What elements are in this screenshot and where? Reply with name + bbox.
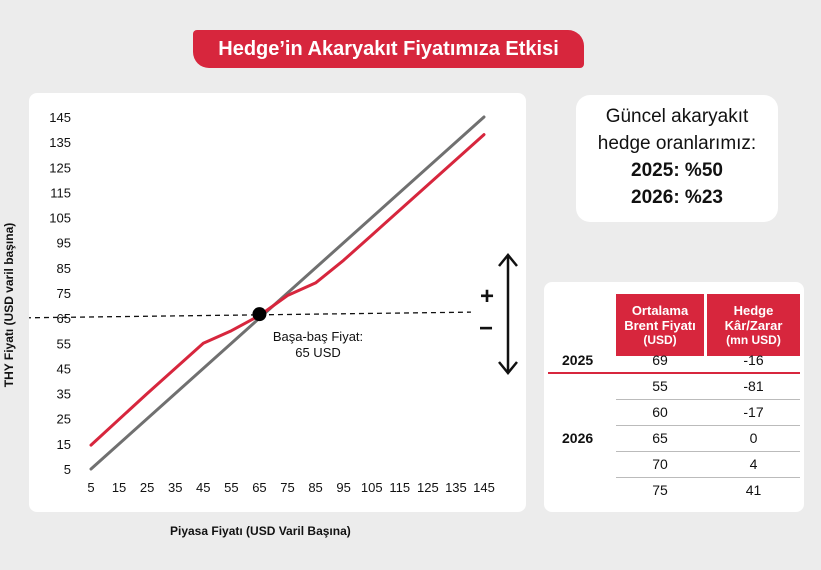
hedge-line-1: Güncel akaryakıt xyxy=(605,106,749,127)
table-cell-pnl: -81 xyxy=(743,378,764,394)
y-axis-title-text: THY Fiyatı (USD varil başına) xyxy=(2,222,16,388)
x-tick-label: 135 xyxy=(445,480,467,495)
table-cell-price: 60 xyxy=(652,404,668,420)
breakeven-value: 65 USD xyxy=(295,345,341,360)
header-line: Hedge xyxy=(733,302,774,318)
hedge-2026: 2026: %23 xyxy=(631,187,723,208)
y-tick-label: 5 xyxy=(64,462,71,477)
y-tick-label: 95 xyxy=(57,236,71,251)
table-divider xyxy=(548,372,800,374)
y-tick-label: 85 xyxy=(57,261,71,276)
y-tick-label: 55 xyxy=(57,336,71,351)
table-cell-pnl: -17 xyxy=(743,404,764,420)
hedge-table: Ortalama Brent Fiyatı (USD) Hedge Kâr/Za… xyxy=(544,282,804,512)
x-tick-label: 15 xyxy=(112,480,126,495)
breakeven-dashed-line xyxy=(29,311,472,319)
y-tick-label: 65 xyxy=(57,311,71,326)
y-tick-label: 15 xyxy=(57,437,71,452)
x-tick-label: 125 xyxy=(417,480,439,495)
hedge-2025: 2025: %50 xyxy=(631,160,723,181)
x-tick-label: 55 xyxy=(224,480,238,495)
y-tick-label: 125 xyxy=(49,160,71,175)
market-price-line xyxy=(89,115,486,471)
x-axis-title: Piyasa Fiyatı (USD Varil Başına) xyxy=(170,524,351,538)
chart-panel: 5 15 25 35 45 55 65 75 85 95 105 115 125 135 145 5 15 25 3… xyxy=(29,93,526,512)
x-tick-label: 115 xyxy=(389,480,410,495)
row-divider xyxy=(616,451,800,452)
x-tick-label: 25 xyxy=(140,480,154,495)
double-arrow-icon xyxy=(498,253,518,375)
line-chart: 5 15 25 35 45 55 65 75 85 95 105 115 125 135 145 5 15 25 3… xyxy=(29,110,495,495)
y-tick-label: 135 xyxy=(49,135,71,150)
table-cell-price: 75 xyxy=(652,482,668,498)
table-cell-pnl: 4 xyxy=(749,456,758,472)
year-2025: 2025 xyxy=(562,352,594,368)
breakeven-point xyxy=(252,307,267,322)
table-cell-pnl: 0 xyxy=(749,430,758,446)
header-line: (mn USD) xyxy=(726,332,781,347)
x-tick-label: 75 xyxy=(280,480,294,495)
header-line: Kâr/Zarar xyxy=(724,317,783,333)
breakeven-annotation: Başa-baş Fiyat: 65 USD xyxy=(248,329,388,361)
breakeven-label: Başa-baş Fiyat: xyxy=(272,329,364,344)
x-tick-label: 65 xyxy=(252,480,266,495)
y-tick-label: 145 xyxy=(49,110,71,125)
page-title: Hedge’in Akaryakıt Fiyatımıza Etkisi xyxy=(193,30,584,68)
table-header-brent: Ortalama Brent Fiyatı (USD) xyxy=(616,294,704,356)
hedge-line-2: hedge oranlarımız: xyxy=(597,133,757,154)
x-tick-label: 35 xyxy=(168,480,182,495)
hedge-ratio-box: Güncel akaryakıt hedge oranlarımız: 2025… xyxy=(576,95,778,222)
table-cell-price: 65 xyxy=(652,430,668,446)
page-title-text: Hedge’in Akaryakıt Fiyatımıza Etkisi xyxy=(218,37,559,60)
y-tick-label: 25 xyxy=(57,412,71,427)
x-tick-label: 95 xyxy=(336,480,350,495)
table-cell-pnl: 41 xyxy=(745,482,762,498)
table-cell-price: 70 xyxy=(652,456,668,472)
header-line: (USD) xyxy=(643,332,677,347)
x-tick-label: 85 xyxy=(308,480,322,495)
minus-sign: − xyxy=(479,315,494,342)
x-tick-label: 45 xyxy=(196,480,210,495)
x-tick-label: 105 xyxy=(361,480,383,495)
row-divider xyxy=(616,425,800,426)
y-tick-label: 45 xyxy=(57,361,71,376)
y-tick-label: 105 xyxy=(49,211,71,226)
y-tick-label: 35 xyxy=(57,387,71,402)
table-header-pnl: Hedge Kâr/Zarar (mn USD) xyxy=(707,294,800,356)
y-tick-label: 115 xyxy=(50,185,71,200)
row-divider xyxy=(616,399,800,400)
table-cell-price: 69 xyxy=(652,352,668,368)
table-cell-price: 55 xyxy=(652,378,668,394)
header-line: Ortalama xyxy=(631,302,689,318)
year-2026: 2026 xyxy=(562,430,594,446)
row-divider xyxy=(616,477,800,478)
thy-price-line xyxy=(89,133,486,447)
y-tick-label: 75 xyxy=(57,286,71,301)
x-tick-label: 145 xyxy=(473,480,495,495)
table-cell-pnl: -16 xyxy=(743,352,764,368)
header-line: Brent Fiyatı xyxy=(624,317,696,333)
plus-sign: + xyxy=(480,283,495,310)
x-tick-label: 5 xyxy=(87,480,94,495)
